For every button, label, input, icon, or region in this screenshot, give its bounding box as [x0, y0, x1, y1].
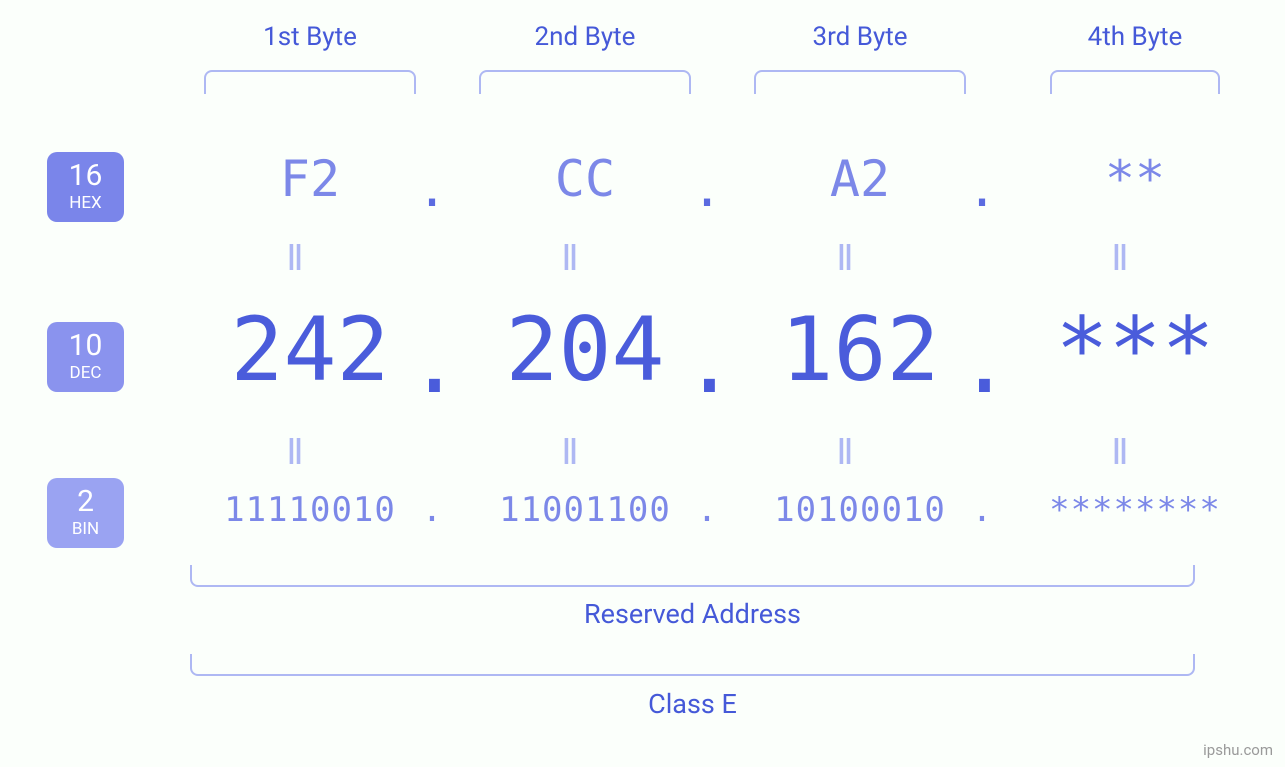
bin-byte-4: ********	[1015, 490, 1255, 530]
dec-byte-1: 242	[190, 298, 430, 401]
class-bracket	[190, 654, 1195, 676]
bin-byte-3: 10100010	[740, 490, 980, 530]
byte-bracket-top-2	[479, 70, 691, 94]
badge-bin-base: 2	[47, 486, 124, 518]
reserved-bracket	[190, 565, 1195, 587]
byte-bracket-top-4	[1050, 70, 1220, 94]
watermark: ipshu.com	[1203, 741, 1273, 759]
hex-byte-4: **	[1015, 150, 1255, 208]
hex-dot-3: .	[962, 160, 1002, 218]
bin-byte-1: 11110010	[190, 490, 430, 530]
badge-bin: 2 BIN	[47, 478, 124, 548]
equals-hex-dec-3: ǁ	[825, 238, 865, 279]
hex-dot-2: .	[687, 160, 727, 218]
dec-dot-3: .	[958, 310, 1006, 413]
equals-hex-dec-4: ǁ	[1100, 238, 1140, 279]
badge-bin-label: BIN	[47, 520, 124, 538]
hex-byte-1: F2	[190, 150, 430, 208]
byte-header-4: 4th Byte	[1015, 22, 1255, 52]
badge-hex: 16 HEX	[47, 152, 124, 222]
class-label: Class E	[190, 688, 1195, 720]
dec-dot-2: .	[683, 310, 731, 413]
bin-byte-2: 11001100	[465, 490, 705, 530]
badge-dec-base: 10	[47, 330, 124, 362]
badge-dec-label: DEC	[47, 364, 124, 382]
hex-byte-2: CC	[465, 150, 705, 208]
reserved-label: Reserved Address	[190, 598, 1195, 630]
equals-dec-bin-2: ǁ	[550, 432, 590, 473]
dec-byte-2: 204	[465, 298, 705, 401]
byte-header-1: 1st Byte	[190, 22, 430, 52]
dec-byte-4: ***	[1015, 298, 1255, 401]
hex-dot-1: .	[412, 160, 452, 218]
byte-header-2: 2nd Byte	[465, 22, 705, 52]
bin-dot-2: .	[687, 490, 727, 530]
dec-dot-1: .	[408, 310, 456, 413]
bin-dot-3: .	[962, 490, 1002, 530]
ip-bytes-diagram: 16 HEX 10 DEC 2 BIN 1st Byte F2 242 1111001…	[0, 0, 1285, 767]
badge-hex-label: HEX	[47, 194, 124, 212]
dec-byte-3: 162	[740, 298, 980, 401]
badge-dec: 10 DEC	[47, 322, 124, 392]
equals-dec-bin-4: ǁ	[1100, 432, 1140, 473]
byte-bracket-top-3	[754, 70, 966, 94]
equals-hex-dec-1: ǁ	[275, 238, 315, 279]
equals-hex-dec-2: ǁ	[550, 238, 590, 279]
badge-hex-base: 16	[47, 160, 124, 192]
equals-dec-bin-3: ǁ	[825, 432, 865, 473]
equals-dec-bin-1: ǁ	[275, 432, 315, 473]
byte-header-3: 3rd Byte	[740, 22, 980, 52]
byte-bracket-top-1	[204, 70, 416, 94]
bin-dot-1: .	[412, 490, 452, 530]
hex-byte-3: A2	[740, 150, 980, 208]
